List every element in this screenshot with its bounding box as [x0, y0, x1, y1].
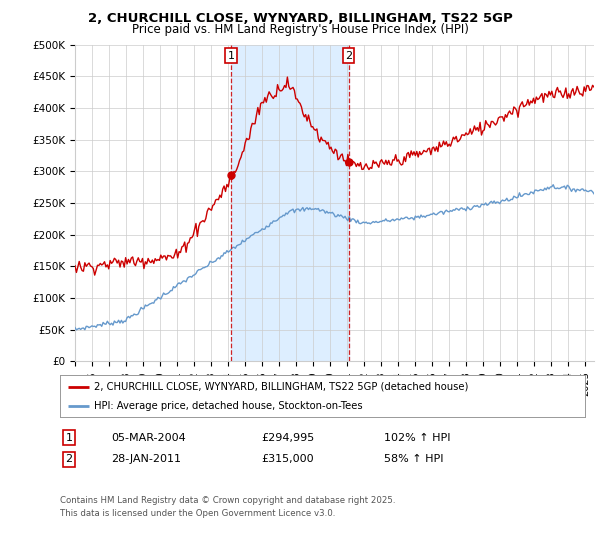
Text: 2: 2 — [345, 50, 352, 60]
Text: 58% ↑ HPI: 58% ↑ HPI — [384, 454, 443, 464]
Text: 2, CHURCHILL CLOSE, WYNYARD, BILLINGHAM, TS22 5GP (detached house): 2, CHURCHILL CLOSE, WYNYARD, BILLINGHAM,… — [94, 381, 469, 391]
Text: 1: 1 — [227, 50, 235, 60]
Text: £294,995: £294,995 — [261, 433, 314, 443]
Text: 05-MAR-2004: 05-MAR-2004 — [111, 433, 186, 443]
Text: 102% ↑ HPI: 102% ↑ HPI — [384, 433, 451, 443]
Text: HPI: Average price, detached house, Stockton-on-Tees: HPI: Average price, detached house, Stoc… — [94, 401, 363, 411]
Bar — [231, 45, 349, 361]
Text: Contains HM Land Registry data © Crown copyright and database right 2025.
This d: Contains HM Land Registry data © Crown c… — [60, 496, 395, 517]
Text: Price paid vs. HM Land Registry's House Price Index (HPI): Price paid vs. HM Land Registry's House … — [131, 22, 469, 36]
Text: 28-JAN-2011: 28-JAN-2011 — [111, 454, 181, 464]
Text: £315,000: £315,000 — [261, 454, 314, 464]
Text: 2: 2 — [65, 454, 73, 464]
Text: 2, CHURCHILL CLOSE, WYNYARD, BILLINGHAM, TS22 5GP: 2, CHURCHILL CLOSE, WYNYARD, BILLINGHAM,… — [88, 12, 512, 25]
Text: 1: 1 — [65, 433, 73, 443]
